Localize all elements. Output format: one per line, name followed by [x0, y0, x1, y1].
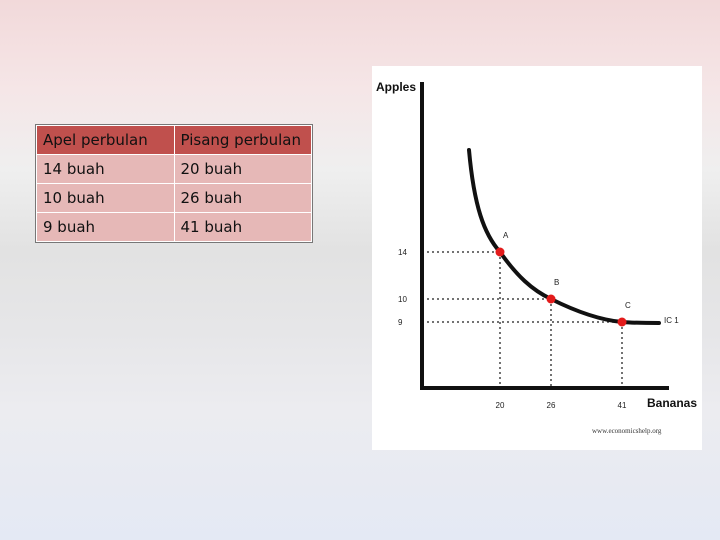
curve-label: IC 1: [664, 316, 679, 325]
indifference-chart: Apples Bananas IC 1 www.economicshelp.or…: [372, 66, 702, 450]
table-cell: 10 buah: [36, 183, 175, 213]
watermark: www.economicshelp.org: [592, 427, 662, 435]
header-bananas: Pisang perbulan: [173, 125, 312, 155]
data-point: [546, 294, 556, 304]
y-axis-label: Apples: [376, 80, 416, 94]
table-cell: 26 buah: [173, 183, 312, 213]
y-tick-label: 10: [398, 295, 407, 304]
table-row: 9 buah 41 buah: [36, 212, 312, 242]
point-label: C: [625, 301, 631, 310]
table-row: 10 buah 26 buah: [36, 183, 312, 213]
y-tick-label: 9: [398, 318, 403, 327]
data-point: [495, 247, 505, 257]
header-apples: Apel perbulan: [36, 125, 175, 155]
table-row: 14 buah 20 buah: [36, 154, 312, 184]
data-point: [617, 317, 627, 327]
point-label: B: [554, 278, 559, 287]
tick-labels: 20 26 41 14 10 9: [398, 248, 627, 410]
x-tick-label: 41: [618, 401, 627, 410]
x-tick-label: 26: [547, 401, 556, 410]
x-axis-label: Bananas: [647, 396, 697, 410]
y-tick-label: 14: [398, 248, 407, 257]
table-cell: 14 buah: [36, 154, 175, 184]
guide-lines: [422, 251, 623, 388]
table-cell: 20 buah: [173, 154, 312, 184]
indifference-curve: [467, 148, 661, 325]
data-table: Apel perbulan Pisang perbulan 14 buah 20…: [36, 125, 312, 242]
point-label: A: [503, 231, 509, 240]
table-cell: 41 buah: [173, 212, 312, 242]
x-tick-label: 20: [496, 401, 505, 410]
table-cell: 9 buah: [36, 212, 175, 242]
chart-svg: Apples Bananas IC 1 www.economicshelp.or…: [376, 80, 697, 435]
data-points: A B C: [495, 231, 631, 327]
table-header-row: Apel perbulan Pisang perbulan: [36, 125, 312, 155]
